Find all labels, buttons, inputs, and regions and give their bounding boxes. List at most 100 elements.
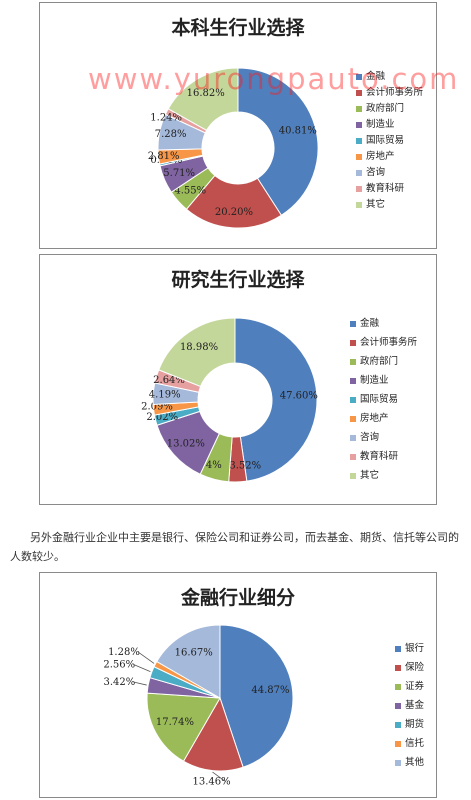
legend-swatch	[356, 202, 362, 208]
legend-item: 教育科研	[350, 447, 417, 466]
legend-item: 信托	[395, 734, 424, 753]
legend-swatch	[350, 377, 356, 384]
legend-label: 房地产	[366, 151, 395, 162]
legend-label: 基金	[405, 700, 425, 711]
data-label-7: 7.28%	[155, 129, 187, 140]
legend-item: 国际贸易	[356, 133, 423, 149]
legend-label: 国际贸易	[360, 394, 399, 405]
data-label-6: 2.09%	[141, 401, 173, 412]
data-label-1: 40.81%	[279, 125, 317, 136]
legend-swatch	[350, 339, 356, 346]
legend-item: 银行	[395, 639, 424, 658]
legend-item: 基金	[395, 696, 424, 715]
legend-item: 保险	[395, 658, 424, 677]
legend-swatch	[395, 645, 401, 652]
legend-swatch	[395, 683, 401, 690]
legend-swatch	[350, 320, 356, 327]
legend-item: 期货	[395, 715, 424, 734]
watermark-text: www.yurongpauto.com	[88, 62, 460, 96]
slice-9	[158, 317, 236, 388]
legend-swatch	[356, 170, 362, 176]
chart-legend: 银行保险证券基金期货信托其他	[395, 639, 424, 772]
slice-1	[219, 624, 294, 768]
legend-label: 银行	[405, 643, 425, 654]
slice-1	[234, 317, 318, 482]
data-label-5: 2.56%	[103, 659, 135, 670]
data-label-8: 2.64%	[153, 375, 185, 386]
slice-2	[182, 696, 244, 772]
legend-label: 国际贸易	[366, 135, 405, 146]
legend-label: 证券	[405, 681, 425, 692]
legend-item: 政府部门	[356, 101, 423, 117]
legend-swatch	[395, 740, 401, 747]
chart-panel-graduate: 研究生行业选择 47.60% 3.52% 5.74% 13.02% 2.02% 2.09%…	[39, 254, 437, 505]
chart-panel-undergrad: 本科生行业选择 40.81%20.20%4.55%5.71%0.38%2.81%…	[39, 2, 437, 249]
data-label-3: 17.74%	[156, 717, 194, 728]
data-label-9: 16.82%	[187, 88, 225, 99]
chart-title: 本科生行业选择	[171, 17, 305, 39]
legend-label: 政府部门	[366, 103, 405, 114]
legend-swatch	[395, 664, 401, 671]
legend-item: 制造业	[350, 371, 417, 390]
data-label-9: 18.98%	[180, 342, 218, 353]
data-label-4: 5.71%	[163, 168, 195, 179]
legend-item: 金融	[350, 314, 417, 333]
data-label-2: 3.52%	[229, 461, 261, 472]
slice-9	[167, 67, 239, 132]
legend-label: 金融	[360, 318, 380, 329]
legend-label: 会计师事务所	[360, 337, 418, 348]
legend-item: 国际贸易	[350, 390, 417, 409]
legend-label: 信托	[405, 738, 425, 749]
data-label-4: 13.02%	[167, 438, 205, 449]
slice-3	[146, 692, 221, 762]
legend-swatch	[395, 702, 401, 709]
data-label-1: 47.60%	[280, 390, 318, 401]
legend-swatch	[350, 396, 356, 403]
data-label-3: 4.55%	[174, 186, 206, 197]
data-label-6: 2.81%	[148, 151, 180, 162]
legend-label: 制造业	[360, 375, 389, 386]
leader-line	[137, 651, 155, 664]
legend-label: 其他	[405, 757, 425, 768]
legend-item: 制造业	[356, 117, 423, 133]
legend-label: 其它	[360, 470, 380, 481]
legend-swatch	[350, 415, 356, 422]
legend-label: 咨询	[360, 432, 380, 443]
legend-label: 教育科研	[360, 451, 399, 462]
legend-swatch	[350, 453, 356, 460]
chart-title: 金融行业细分	[180, 587, 295, 609]
data-label-6: 1.28%	[108, 647, 140, 658]
legend-item: 证券	[395, 677, 424, 696]
legend-swatch	[350, 472, 356, 479]
data-label-2: 13.46%	[193, 777, 231, 788]
chart-panel-finance: 金融行业细分 44.87% 13.46% 17.74% 3.42% 2.56% 1.28%…	[39, 572, 437, 798]
legend-item: 其它	[356, 197, 423, 213]
data-label-3: 5.74%	[190, 460, 222, 471]
legend-swatch	[395, 759, 401, 766]
legend-label: 教育科研	[366, 183, 405, 194]
legend-item: 咨询	[356, 165, 423, 181]
data-label-7: 4.19%	[149, 390, 181, 401]
legend-label: 金融	[366, 71, 386, 82]
legend-label: 房地产	[360, 413, 389, 424]
legend-label: 会计师事务所	[366, 87, 424, 98]
legend-label: 期货	[405, 719, 425, 730]
legend-swatch	[356, 106, 362, 112]
legend-swatch	[356, 90, 362, 96]
leader-line	[133, 681, 147, 686]
legend-swatch	[356, 154, 362, 160]
legend-item: 教育科研	[356, 181, 423, 197]
legend-item: 会计师事务所	[350, 333, 417, 352]
data-label-4: 3.42%	[104, 677, 136, 688]
legend-label: 制造业	[366, 119, 395, 130]
pie-chart-finance: 44.87% 13.46% 17.74% 3.42% 2.56%1.28% 16.67%	[103, 624, 294, 788]
data-label-8: 1.24%	[150, 112, 182, 123]
legend-label: 咨询	[366, 167, 386, 178]
data-label-7: 16.67%	[175, 647, 213, 658]
legend-label: 保险	[405, 662, 425, 673]
legend-item: 其他	[395, 753, 424, 772]
legend-swatch	[356, 138, 362, 144]
leader-line	[133, 663, 151, 672]
chart-legend: 金融 会计师事务所 政府部门 制造业 国际贸易 房地产 咨询 教育科研 其它	[350, 314, 417, 485]
legend-swatch	[356, 186, 362, 192]
